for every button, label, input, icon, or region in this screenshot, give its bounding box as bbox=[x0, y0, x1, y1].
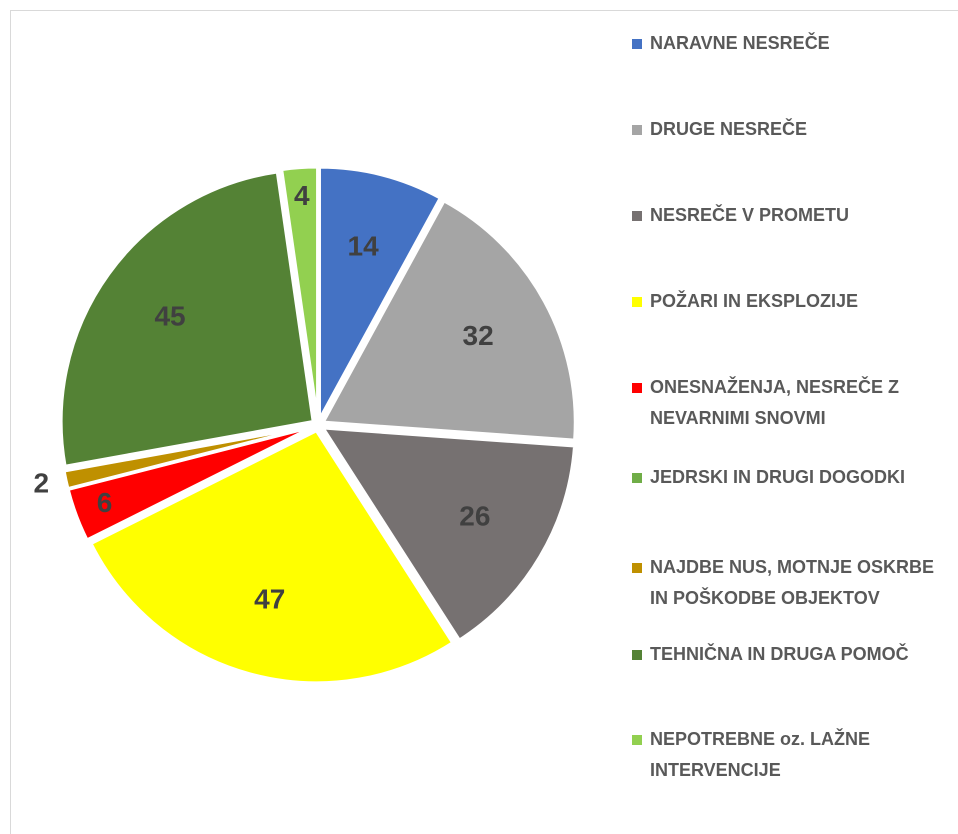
legend-swatch bbox=[632, 383, 642, 393]
legend-swatch bbox=[632, 125, 642, 135]
legend-entry: NARAVNE NESREČE bbox=[632, 28, 940, 59]
legend-swatch bbox=[632, 473, 642, 483]
legend-label: NARAVNE NESREČE bbox=[650, 33, 830, 53]
legend-entry: ONESNAŽENJA, NESREČE Z NEVARNIMI SNOVMI bbox=[632, 372, 940, 434]
legend-swatch bbox=[632, 297, 642, 307]
legend-swatch bbox=[632, 211, 642, 221]
legend-label: NESREČE V PROMETU bbox=[650, 205, 850, 225]
legend-entry: NESREČE V PROMETU bbox=[632, 200, 940, 231]
legend-entry: POŽARI IN EKSPLOZIJE bbox=[632, 286, 940, 317]
legend-entry: JEDRSKI IN DRUGI DOGODKI bbox=[632, 462, 940, 493]
data-label: 32 bbox=[463, 320, 494, 351]
pie-slice bbox=[62, 424, 313, 491]
data-label: 14 bbox=[348, 231, 380, 262]
legend-label: TEHNIČNA IN DRUGA POMOČ bbox=[650, 644, 909, 664]
data-label: 26 bbox=[459, 500, 490, 531]
legend-entry: NEPOTREBNE oz. LAŽNE INTERVENCIJE bbox=[632, 724, 940, 786]
data-label: 4 bbox=[294, 180, 310, 211]
legend-swatch bbox=[632, 650, 642, 660]
legend-entry: TEHNIČNA IN DRUGA POMOČ bbox=[632, 639, 940, 670]
data-label: 2 bbox=[33, 468, 49, 499]
legend-label: NEPOTREBNE oz. LAŽNE INTERVENCIJE bbox=[650, 729, 871, 780]
data-label: 47 bbox=[254, 583, 285, 614]
pie-slice bbox=[320, 426, 577, 643]
legend-label: POŽARI IN EKSPLOZIJE bbox=[650, 291, 859, 311]
pie-slice bbox=[280, 165, 320, 420]
data-label: 6 bbox=[97, 487, 113, 518]
legend-swatch bbox=[632, 39, 642, 49]
legend-swatch bbox=[632, 563, 642, 573]
legend-label: NAJDBE NUS, MOTNJE OSKRBE IN POŠKODBE OB… bbox=[650, 557, 935, 608]
pie-slice bbox=[317, 165, 443, 420]
pie-slice bbox=[59, 170, 315, 468]
legend-swatch bbox=[632, 735, 642, 745]
pie-slice bbox=[320, 198, 577, 442]
pie-slice bbox=[89, 428, 455, 685]
legend-label: JEDRSKI IN DRUGI DOGODKI bbox=[650, 467, 906, 487]
legend-label: DRUGE NESREČE bbox=[650, 119, 808, 139]
legend-label: ONESNAŽENJA, NESREČE Z NEVARNIMI SNOVMI bbox=[650, 377, 900, 428]
legend-entry: NAJDBE NUS, MOTNJE OSKRBE IN POŠKODBE OB… bbox=[632, 552, 940, 614]
legend-entry: DRUGE NESREČE bbox=[632, 114, 940, 145]
data-label: 45 bbox=[154, 301, 185, 332]
